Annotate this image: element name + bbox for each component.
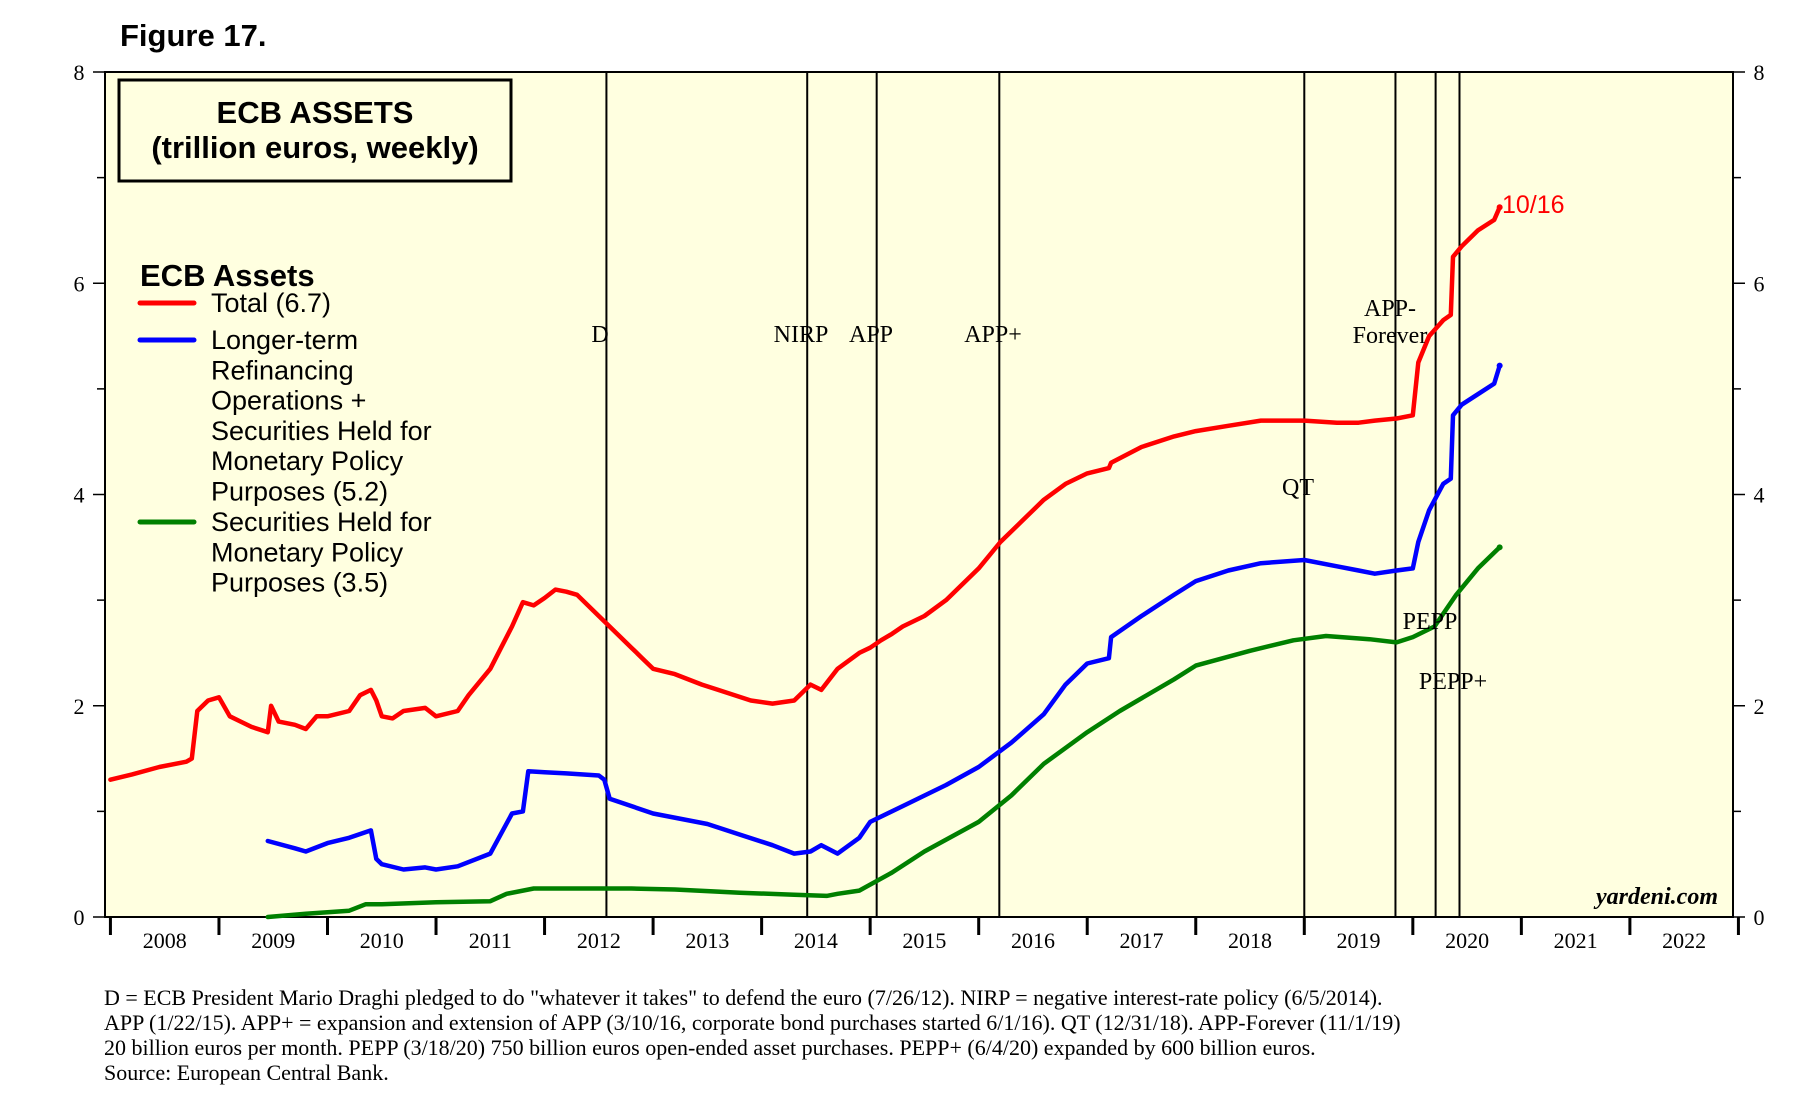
x-tick-label: 2009 [251,928,295,953]
legend-label-2: Refinancing [211,355,354,385]
x-tick-label: 2019 [1337,928,1381,953]
legend-label-2: Operations + [211,386,366,416]
x-tick-label: 2012 [577,928,621,953]
series-endpoint-3 [1496,544,1503,551]
y-tick-label-right: 6 [1754,271,1765,296]
series-line-1 [108,204,1502,782]
x-tick-label: 2018 [1228,928,1272,953]
legend-label-2: Purposes (5.2) [211,477,388,507]
endpoint-label: 10/16 [1502,191,1565,219]
x-tick-label: 2022 [1662,928,1706,953]
series-endpoint-1 [1496,204,1503,211]
legend-label-2: Longer-term [211,325,358,355]
legend-label-3: Purposes (3.5) [211,568,388,598]
event-label-pepp-plus: PEPP+ [1419,669,1487,695]
footnote-line-1: D = ECB President Mario Draghi pledged t… [104,985,1383,1010]
y-tick-label-left: 6 [74,271,85,296]
y-axis-left: 0 2 4 6 8 [74,60,105,930]
chart: 0 2 4 6 8 0 2 4 6 8 2008 2009 2010 2011 2012 2013 2014… [74,60,1765,953]
y-axis-right: 0 2 4 6 8 [1733,60,1765,930]
series-line-3 [265,545,1502,920]
figure-label: Figure 17. [120,18,267,53]
y-tick-label-left: 8 [74,60,85,85]
legend-label-2: Monetary Policy [211,446,404,476]
event-label-nirp: NIRP [774,322,829,348]
x-axis: 2008 2009 2010 2011 2012 2013 2014 2015 2016 2017… [108,917,1740,953]
y-tick-label-right: 2 [1754,694,1765,719]
title-box [117,78,513,183]
event-label-d: D [591,322,608,348]
legend-label-3: Monetary Policy [211,537,404,567]
footnote-line-3: 20 billion euros per month. PEPP (3/18/2… [104,1035,1316,1060]
y-tick-label-left: 2 [74,694,85,719]
footnote-line-4: Source: European Central Bank. [104,1060,389,1085]
legend-label-2: Securities Held for [211,416,432,446]
x-tick-label: 2015 [902,928,946,953]
x-tick-label: 2008 [143,928,187,953]
plot-area [104,71,1734,918]
y-tick-label-right: 8 [1754,60,1765,85]
y-tick-label-left: 0 [74,905,85,930]
event-label-pepp: PEPP [1403,609,1458,635]
x-tick-label: 2020 [1445,928,1489,953]
event-label-app: APP [849,322,893,348]
legend-label-3: Securities Held for [211,507,432,537]
legend: ECB Assets Total (6.7) Longer-termRefinan… [137,258,432,598]
y-tick-label-right: 0 [1754,905,1765,930]
event-label-app-forever-2: Forever [1353,323,1428,349]
chart-subtitle: (trillion euros, weekly) [151,130,478,165]
event-label-app-plus: APP+ [964,322,1022,348]
legend-label-1: Total (6.7) [211,288,331,318]
y-tick-label-right: 4 [1754,483,1765,508]
watermark: yardeni.com [1593,884,1718,910]
footnote: D = ECB President Mario Draghi pledged t… [104,985,1804,1085]
x-tick-label: 2014 [794,928,838,953]
x-tick-label: 2010 [360,928,404,953]
chart-title: ECB ASSETS [217,95,414,130]
x-tick-label: 2017 [1119,928,1163,953]
series-line-2 [265,363,1502,872]
x-tick-label: 2016 [1011,928,1055,953]
series-layer [108,204,1503,920]
x-tick-label: 2021 [1554,928,1598,953]
footnote-line-2: APP (1/22/15). APP+ = expansion and exte… [104,1010,1401,1035]
event-label-qt: QT [1282,475,1314,501]
x-tick-label: 2013 [685,928,729,953]
y-tick-label-left: 4 [74,483,85,508]
series-endpoint-2 [1496,362,1503,369]
legend-title: ECB Assets [140,258,315,293]
event-label-app-forever-1: APP- [1364,296,1416,322]
x-tick-label: 2011 [469,928,512,953]
